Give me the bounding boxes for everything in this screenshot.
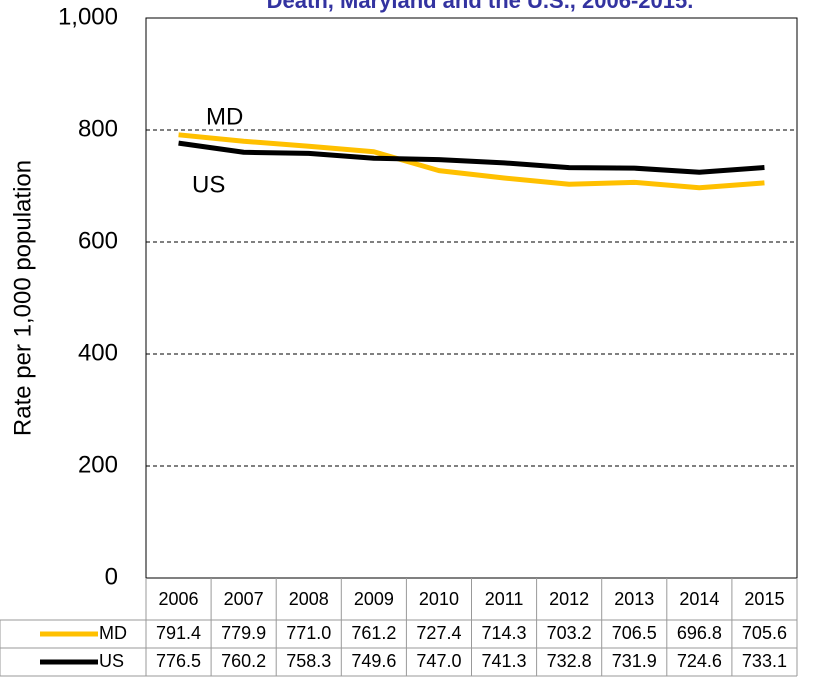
x-tick-label: 2008 (289, 589, 329, 609)
y-tick-label: 1,000 (58, 3, 118, 30)
data-label: 776.5 (156, 651, 201, 671)
data-label: 760.2 (221, 651, 266, 671)
data-label: 727.4 (416, 623, 461, 643)
x-tick-label: 2011 (485, 589, 524, 609)
data-label: 791.4 (156, 623, 201, 643)
data-label: 731.9 (612, 651, 657, 671)
legend-label: US (99, 651, 124, 671)
data-label: 703.2 (547, 623, 592, 643)
data-label: 749.6 (351, 651, 396, 671)
x-tick-label: 2007 (224, 589, 264, 609)
x-tick-label: 2010 (419, 589, 459, 609)
chart-title: Death, Maryland and the U.S., 2006-2015. (267, 0, 694, 13)
plot-area (145, 17, 798, 579)
y-tick-label: 200 (78, 451, 118, 478)
x-tick-label: 2013 (614, 589, 654, 609)
y-tick-label: 400 (78, 339, 118, 366)
data-label: 705.6 (742, 623, 787, 643)
x-tick-label: 2009 (354, 589, 394, 609)
data-label: 747.0 (416, 651, 461, 671)
x-tick-label: 2006 (159, 589, 199, 609)
data-label: 714.3 (482, 623, 527, 643)
y-tick-label: 0 (105, 563, 118, 590)
data-label: 758.3 (286, 651, 331, 671)
line-annotation: US (192, 171, 225, 198)
data-label: 779.9 (221, 623, 266, 643)
data-label: 733.1 (742, 651, 787, 671)
data-label: 771.0 (286, 623, 331, 643)
x-tick-label: 2014 (679, 589, 719, 609)
data-label: 732.8 (547, 651, 592, 671)
data-label: 741.3 (482, 651, 527, 671)
data-label: 761.2 (351, 623, 396, 643)
data-label: 724.6 (677, 651, 722, 671)
legend-label: MD (99, 623, 127, 643)
x-tick-label: 2012 (549, 589, 589, 609)
x-tick-label: 2015 (744, 589, 784, 609)
data-label: 696.8 (677, 623, 722, 643)
series-line (178, 132, 765, 191)
y-tick-label: 600 (78, 227, 118, 254)
line-annotation: MD (206, 103, 243, 130)
y-tick-label: 800 (78, 115, 118, 142)
y-axis-label: Rate per 1,000 population (9, 160, 36, 436)
data-label: 706.5 (612, 623, 657, 643)
series-line (178, 140, 765, 175)
